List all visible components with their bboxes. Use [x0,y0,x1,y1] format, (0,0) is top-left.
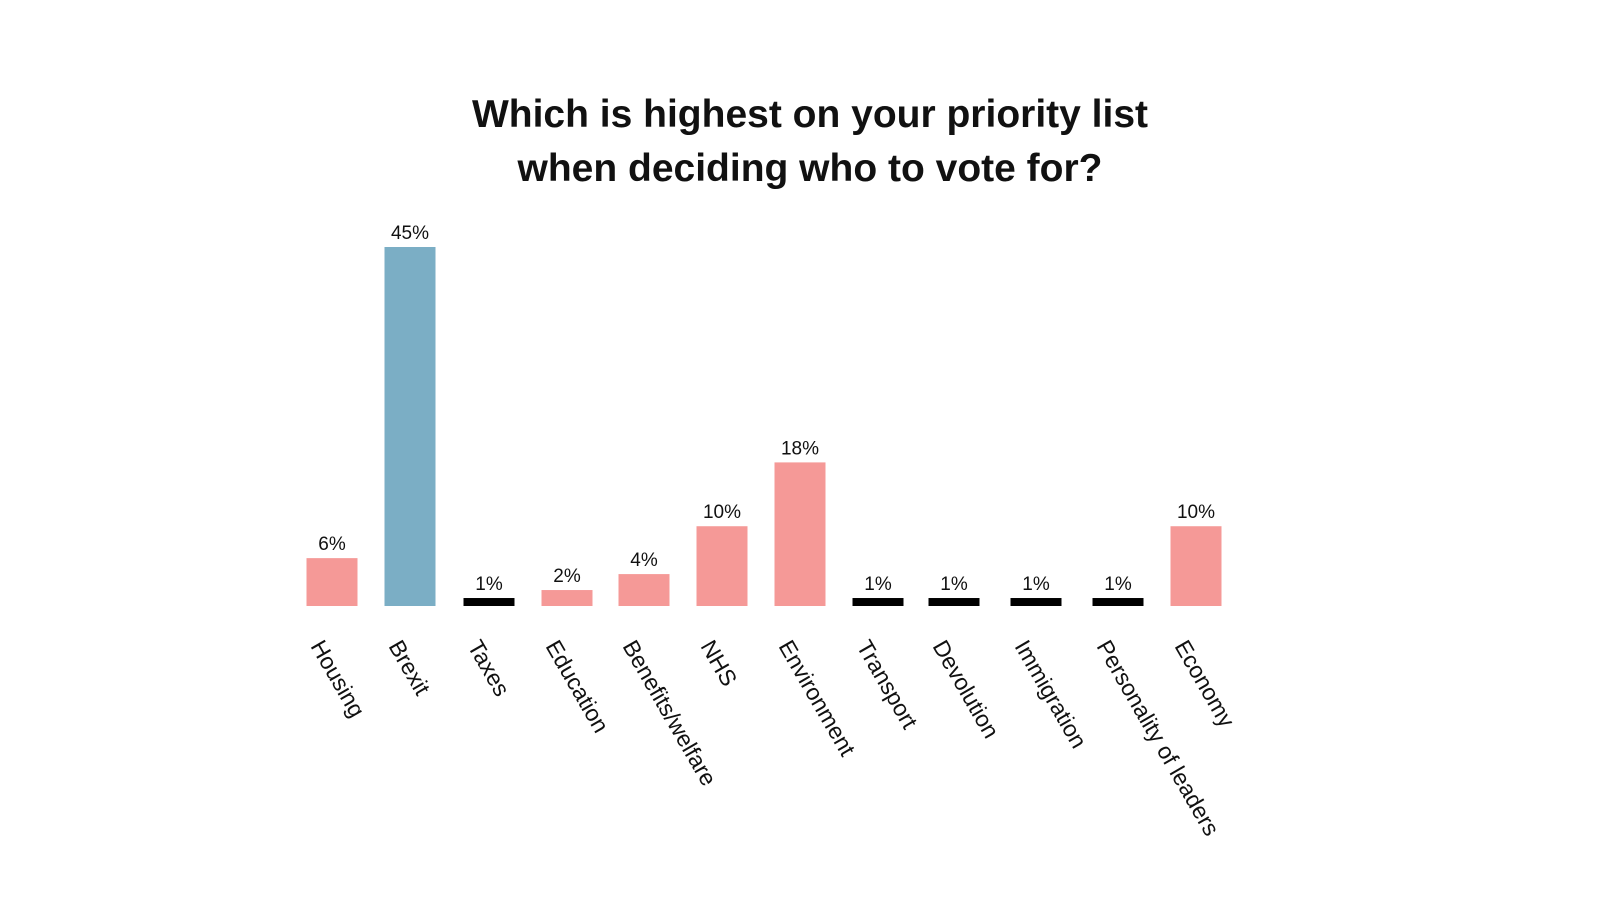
bar-transport [852,598,904,606]
bar-benefits-welfare [618,574,670,606]
category-label: Transport [852,636,924,734]
category-label: Economy [1170,636,1241,732]
data-label: 1% [1022,574,1050,595]
category-label: Education [541,636,615,738]
bar-immigration [1010,598,1062,606]
bar-taxes [463,598,515,606]
data-label: 1% [1104,574,1132,595]
bar-devolution [928,598,980,606]
data-label: 1% [864,574,892,595]
category-label: Housing [306,636,371,722]
category-label: Environment [774,636,861,761]
bar-environment [774,462,826,606]
chart-title: Which is highest on your priority list w… [0,88,1600,196]
bar-brexit [384,247,436,606]
category-label: Brexit [384,636,436,700]
data-label: 10% [1177,502,1215,523]
bar-economy [1170,526,1222,606]
chart-title-line-2: when deciding who to vote for? [517,147,1103,190]
bar-housing [306,558,358,606]
category-label: Devolution [928,636,1005,743]
data-label: 45% [391,223,429,244]
data-label: 10% [703,502,741,523]
category-label: Taxes [463,636,516,701]
data-label: 4% [630,550,658,571]
data-label: 2% [553,566,581,587]
data-label: 18% [781,438,819,459]
bar-personality-of-leaders [1092,598,1144,606]
bar-nhs [696,526,748,606]
data-label: 6% [318,534,346,555]
chart-title-line-1: Which is highest on your priority list [471,93,1149,136]
data-label: 1% [940,574,968,595]
bar-education [541,590,593,606]
category-label: Immigration [1010,636,1093,753]
data-label: 1% [475,574,503,595]
category-label: NHS [696,636,743,691]
